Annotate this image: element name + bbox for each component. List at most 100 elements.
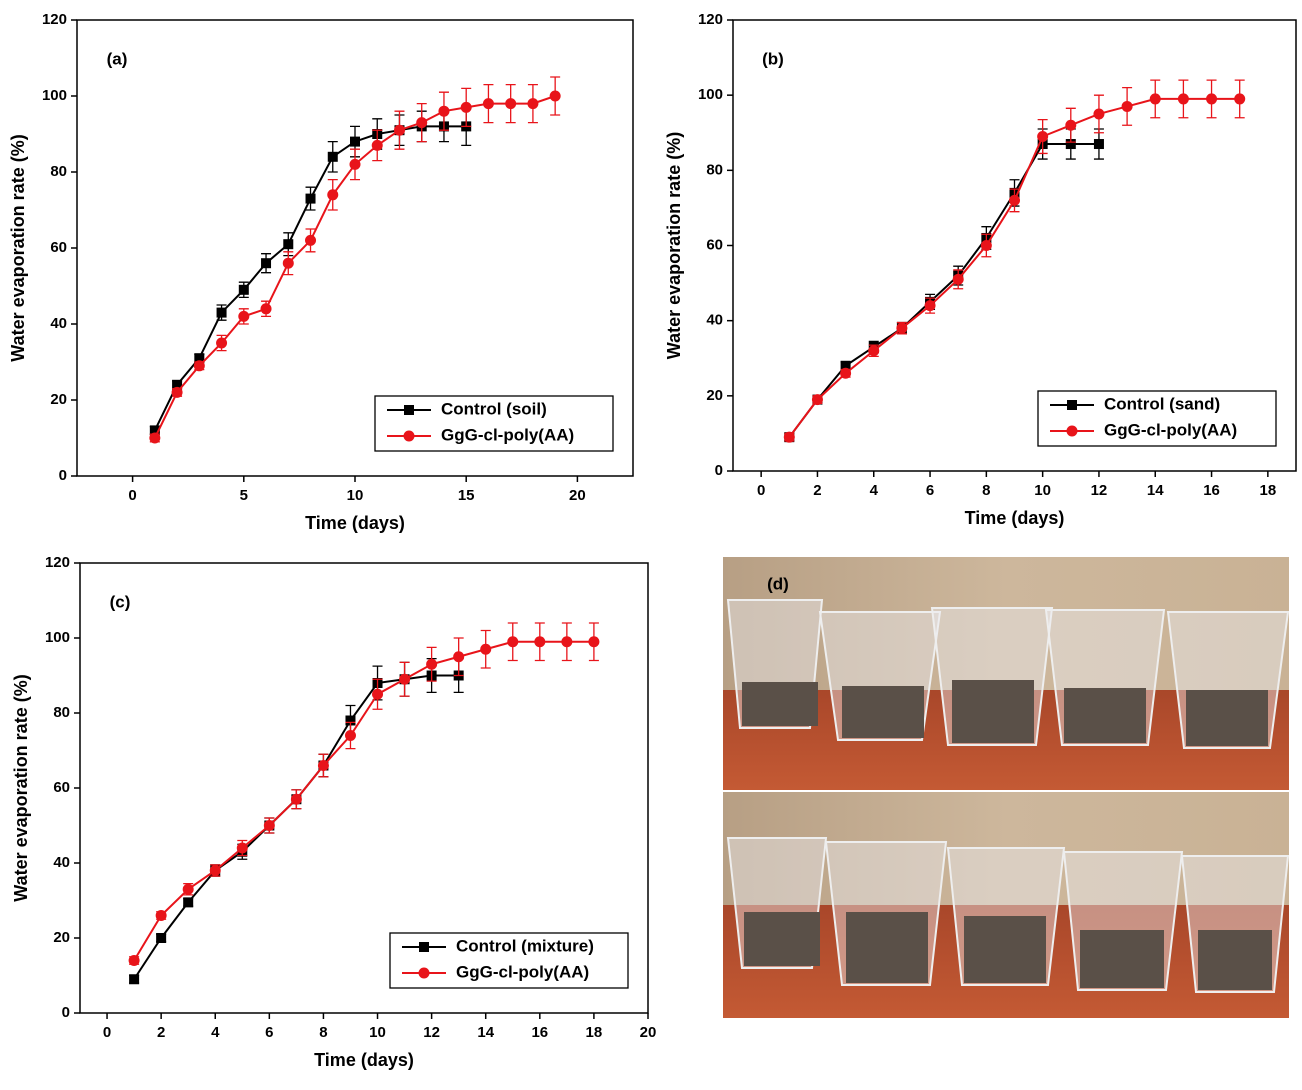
y-tick-label: 0 xyxy=(62,1004,70,1021)
data-point xyxy=(399,673,411,685)
y-tick-label: 0 xyxy=(715,462,723,479)
y-axis-title: Water evaporation rate (%) xyxy=(664,132,684,359)
data-point xyxy=(305,234,317,246)
series-line xyxy=(153,125,467,431)
data-point xyxy=(783,431,795,443)
data-point xyxy=(282,257,294,269)
legend-label: GgG-cl-poly(AA) xyxy=(1104,420,1237,439)
data-point xyxy=(1065,139,1076,150)
data-point xyxy=(172,379,183,390)
x-tick-label: 4 xyxy=(870,482,879,499)
data-point xyxy=(193,360,205,372)
data-point xyxy=(1037,131,1049,143)
y-tick-label: 40 xyxy=(50,315,67,332)
data-point xyxy=(549,90,561,102)
legend-marker xyxy=(404,405,414,415)
data-point xyxy=(416,117,428,129)
data-point xyxy=(1177,93,1189,105)
legend-label: Control (soil) xyxy=(441,399,547,418)
data-point xyxy=(283,239,294,250)
x-tick-label: 2 xyxy=(157,1024,165,1041)
data-point xyxy=(426,658,438,670)
data-point xyxy=(290,793,302,805)
data-point xyxy=(305,193,316,204)
panel-label: (d) xyxy=(767,574,789,593)
data-point xyxy=(482,98,494,110)
legend-label: Control (sand) xyxy=(1104,394,1220,413)
panel-label: (b) xyxy=(762,49,784,68)
legend-label: Control (mixture) xyxy=(456,936,594,955)
legend-marker xyxy=(403,430,415,442)
data-point xyxy=(840,360,851,371)
data-point xyxy=(1234,93,1246,105)
data-point xyxy=(980,240,992,251)
legend-box xyxy=(374,395,614,452)
data-point xyxy=(261,258,272,269)
y-axis-title: Water evaporation rate (%) xyxy=(11,674,31,901)
chart-panel: 0 20 40 60 80 100 120 0 5 10 15 20 Time (days) Water … xyxy=(8,11,634,533)
x-tick-label: 10 xyxy=(1034,482,1051,499)
data-point xyxy=(209,865,221,876)
data-point xyxy=(183,897,194,908)
data-point xyxy=(1149,93,1161,105)
y-tick-label: 100 xyxy=(45,629,70,646)
legend-marker xyxy=(1067,400,1077,410)
y-tick-label: 20 xyxy=(50,391,67,408)
x-tick-label: 10 xyxy=(369,1024,386,1041)
data-point xyxy=(480,643,492,655)
data-point xyxy=(561,636,573,648)
panel-label: (a) xyxy=(107,49,128,68)
data-point xyxy=(345,715,356,726)
x-tick-label: 6 xyxy=(926,482,934,499)
data-point xyxy=(238,310,250,322)
data-point xyxy=(260,303,272,315)
x-tick-label: 18 xyxy=(1260,482,1277,499)
data-point xyxy=(896,322,908,334)
panel-label: (c) xyxy=(110,592,131,611)
x-tick-label: 5 xyxy=(240,487,248,504)
x-tick-label: 0 xyxy=(757,482,765,499)
data-point xyxy=(1206,93,1218,105)
series-line xyxy=(133,640,594,962)
x-tick-label: 12 xyxy=(423,1024,440,1041)
y-tick-label: 80 xyxy=(50,163,67,180)
chart-panel: 0 20 40 60 80 100 120 0 2 4 6 8 10 12 14 16 18 20 Time (da… xyxy=(11,554,657,1070)
data-point xyxy=(868,345,880,357)
legend-marker xyxy=(419,942,429,952)
x-tick-label: 14 xyxy=(477,1024,494,1041)
data-point xyxy=(149,425,160,436)
data-point xyxy=(238,284,249,295)
y-tick-label: 100 xyxy=(42,87,67,104)
data-point xyxy=(155,910,167,921)
x-tick-label: 15 xyxy=(458,487,475,504)
y-tick-label: 120 xyxy=(698,11,723,28)
y-axis-title: Water evaporation rate (%) xyxy=(8,134,28,361)
data-point xyxy=(216,307,227,318)
x-axis-title: Time (days) xyxy=(965,508,1065,528)
data-point xyxy=(344,730,356,741)
y-tick-label: 0 xyxy=(59,467,67,484)
data-point xyxy=(840,367,852,379)
data-point xyxy=(327,189,339,201)
x-tick-label: 10 xyxy=(347,487,364,504)
data-point xyxy=(372,688,384,700)
photo-panel: (d) xyxy=(723,557,1290,1018)
y-tick-label: 20 xyxy=(53,929,70,946)
data-point xyxy=(317,760,329,771)
data-point xyxy=(371,139,383,151)
data-point xyxy=(349,158,361,170)
data-point xyxy=(507,636,519,648)
y-tick-label: 60 xyxy=(706,236,723,253)
x-tick-label: 0 xyxy=(103,1024,111,1041)
x-tick-label: 18 xyxy=(586,1024,603,1041)
data-point xyxy=(149,432,161,444)
x-tick-label: 16 xyxy=(1203,482,1220,499)
chart-panel: 0 20 40 60 80 100 120 0 2 4 6 8 10 12 14 16 18 Time (days… xyxy=(664,11,1297,528)
y-tick-label: 80 xyxy=(706,161,723,178)
y-tick-label: 60 xyxy=(50,239,67,256)
legend-box xyxy=(1037,390,1277,447)
y-tick-label: 20 xyxy=(706,387,723,404)
data-point xyxy=(1121,100,1133,112)
x-tick-label: 6 xyxy=(265,1024,273,1041)
soil xyxy=(742,680,1272,990)
